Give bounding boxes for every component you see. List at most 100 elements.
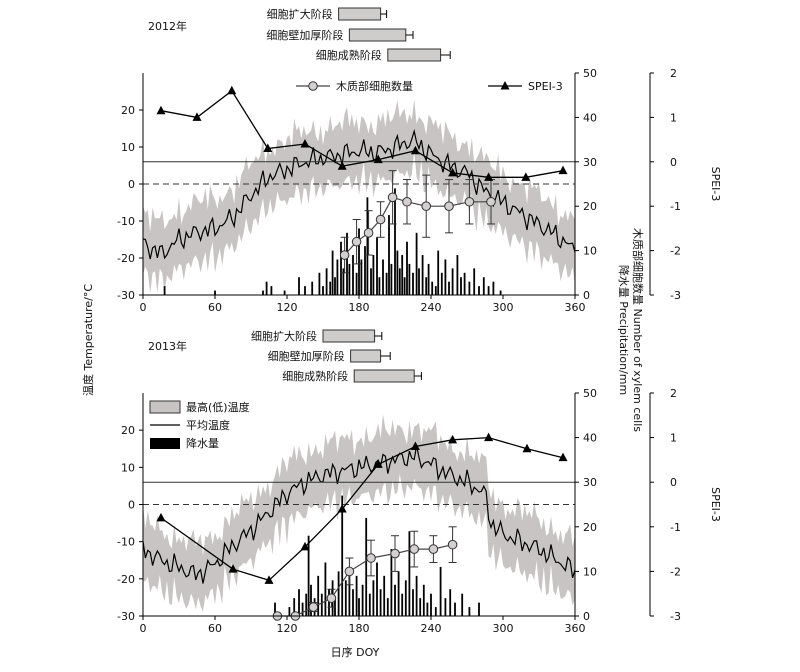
spei-point [522, 443, 532, 453]
precipitation-bar [454, 602, 456, 616]
cell-count-point [366, 553, 376, 563]
precipitation-bar [439, 566, 442, 616]
precipitation-bar [310, 584, 312, 616]
x-tick-label: 0 [140, 622, 147, 635]
precipitation-bar [499, 290, 502, 295]
phase-bar [322, 329, 376, 343]
precipitation-bar [352, 255, 354, 295]
phase-bar [387, 48, 442, 62]
precipitation-bar [390, 549, 393, 616]
phase-label: 细胞成熟阶段 [282, 369, 348, 383]
y-left-tick-label: 10 [121, 141, 135, 154]
spei-point [264, 575, 274, 584]
precipitation-bar [365, 517, 368, 616]
cell-count-point [464, 196, 475, 207]
precipitation-bar [426, 602, 429, 616]
precipitation-bar [340, 241, 342, 295]
cell-count-point [326, 593, 337, 603]
precipitation-bar [401, 593, 404, 616]
precipitation-bar [398, 268, 401, 295]
cell-count-point [486, 196, 496, 207]
cell-count-point [444, 201, 454, 211]
precipitation-bar [419, 598, 422, 616]
precipitation-bar [406, 241, 408, 295]
phase-label: 细胞扩大阶段 [251, 329, 317, 343]
spei-line [160, 89, 564, 178]
precipitation-bar [404, 580, 407, 616]
y-left-tick-label: 0 [128, 178, 135, 191]
precipitation-bar [163, 286, 166, 295]
precipitation-bar [421, 255, 424, 295]
y-right-tick-label: 0 [583, 610, 590, 623]
spei-tick-label: 1 [670, 432, 677, 445]
precipitation-bar [425, 277, 428, 295]
precipitation-bar [344, 580, 347, 616]
y-left-tick-label: 20 [121, 104, 135, 117]
spei-point [373, 459, 383, 468]
precipitation-bar [317, 575, 320, 616]
precipitation-bar [368, 593, 371, 616]
precipitation-bar [460, 277, 462, 295]
precipitation-bar [301, 602, 304, 616]
spei-point [521, 172, 531, 181]
precipitation-bar [385, 272, 388, 295]
precipitation-bar [427, 263, 430, 295]
panel-title: 2012年 [148, 19, 187, 33]
y-left-tick-label: 20 [121, 424, 135, 437]
y-right-tick-label: 50 [583, 67, 597, 80]
x-tick-label: 300 [493, 622, 514, 635]
x-tick-label: 180 [349, 301, 370, 314]
spei-point [448, 167, 458, 177]
precipitation-bar [468, 281, 471, 295]
legend-cells-label: 木质部细胞数量 [336, 79, 413, 93]
phase-label: 细胞壁加厚阶段 [268, 349, 345, 363]
precipitation-bar [366, 197, 369, 295]
precipitation-bar [337, 571, 340, 616]
y-right-tick-label: 20 [583, 521, 597, 534]
spei-tick-label: 2 [670, 387, 677, 400]
spei-point [410, 441, 420, 451]
precipitation-bar [305, 593, 308, 616]
y-left-tick-label: 0 [128, 499, 135, 512]
precipitation-bar [334, 277, 336, 295]
y-right-tick-label: 30 [583, 156, 597, 169]
precipitation-bar [434, 286, 437, 295]
precipitation-bar [401, 255, 404, 295]
spei-point [228, 564, 238, 573]
precipitation-bar [390, 263, 393, 295]
cell-count-point [428, 544, 439, 554]
y-left-tick-label: -10 [117, 536, 135, 549]
spei-tick-label: 1 [670, 111, 677, 124]
precipitation-bar [396, 250, 399, 295]
phase-bar [353, 369, 415, 383]
precipitation-bar [444, 259, 447, 295]
precipitation-bar [342, 268, 345, 295]
spei-point [484, 432, 494, 442]
legend-cells-marker [308, 81, 318, 91]
precipitation-bar [431, 281, 434, 295]
right-axis-label-precip: 降水量 Precipitation/mm [617, 265, 631, 395]
x-axis-label: 日序 DOY [331, 645, 380, 659]
precipitation-bar [382, 259, 384, 295]
spei-tick-label: 2 [670, 67, 677, 80]
precipitation-bar [352, 589, 354, 616]
left-axis-label: 温度 Temperature/°C [81, 284, 95, 396]
precipitation-bar [448, 281, 450, 295]
precipitation-bar [449, 589, 452, 616]
spei-tick-label: 0 [670, 476, 677, 489]
precipitation-bar [434, 607, 437, 616]
legend-spei-label: SPEI-3 [528, 80, 563, 93]
legend-precip-swatch [150, 438, 180, 449]
panel-title: 2013年 [148, 339, 187, 353]
temperature-range-band [143, 99, 575, 294]
cell-count-point [363, 228, 374, 238]
precipitation-bar [408, 531, 411, 616]
spei-point [410, 145, 420, 155]
cell-count-point [409, 544, 420, 554]
cell-count-point [387, 192, 398, 203]
precipitation-bar [329, 281, 332, 295]
precipitation-bar [394, 584, 396, 616]
precipitation-bar [270, 286, 273, 295]
